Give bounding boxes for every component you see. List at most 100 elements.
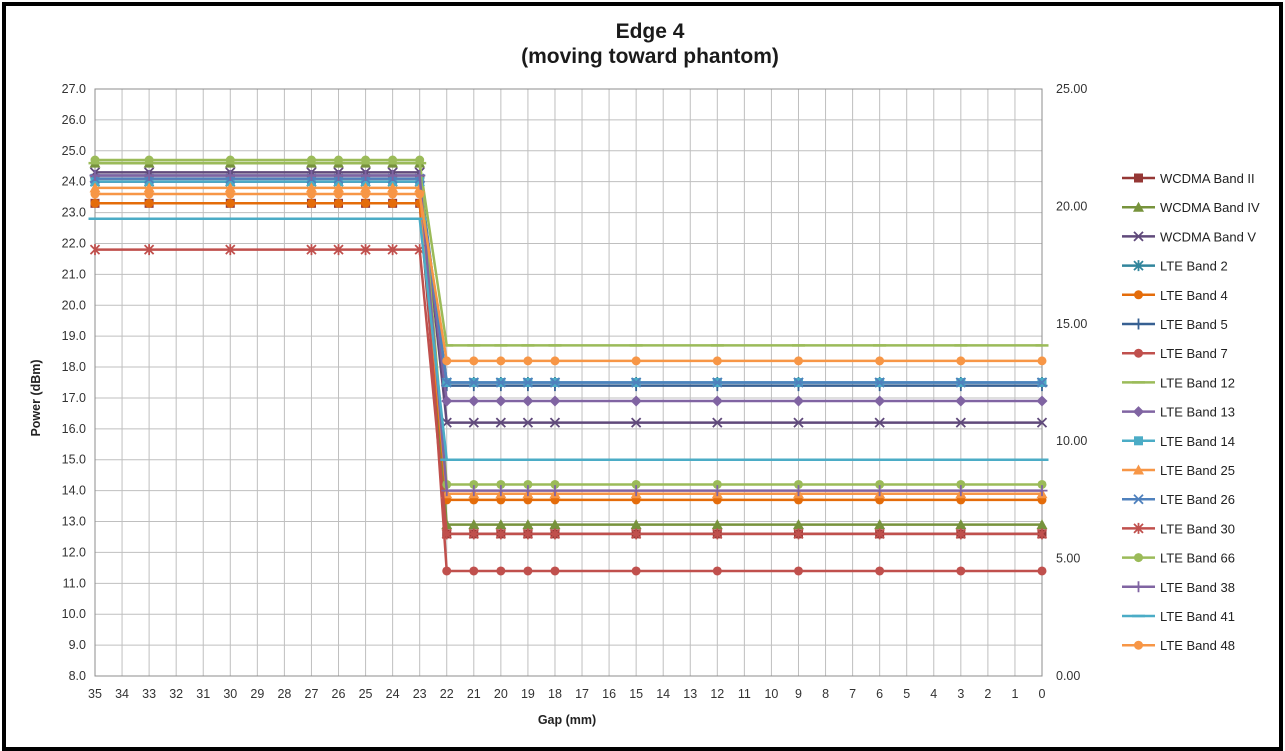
y-tick-label: 11.0 bbox=[63, 576, 86, 590]
data-point bbox=[388, 177, 398, 187]
data-point bbox=[89, 182, 101, 193]
legend-label: WCDMA Band II bbox=[1160, 171, 1255, 186]
data-point bbox=[441, 377, 452, 388]
legend-item: LTE Band 2 bbox=[1122, 259, 1228, 274]
legend-marker bbox=[1134, 640, 1143, 650]
y2-axis-ticks: 0.00 5.00 10.00 15.00 20.00 25.00 bbox=[1056, 82, 1087, 683]
x-tick-label: 20 bbox=[494, 687, 508, 701]
data-point bbox=[712, 566, 722, 576]
data-point bbox=[306, 155, 316, 165]
data-point bbox=[549, 377, 561, 388]
data-point bbox=[361, 177, 371, 187]
legend-item: LTE Band 41 bbox=[1122, 609, 1235, 624]
data-point bbox=[442, 356, 452, 366]
y2-tick-label: 25.00 bbox=[1056, 82, 1087, 96]
legend-item: LTE Band 30 bbox=[1122, 521, 1235, 536]
y2-tick-label: 15.00 bbox=[1056, 317, 1087, 331]
data-point bbox=[631, 479, 641, 489]
data-point bbox=[1036, 395, 1048, 407]
data-point bbox=[334, 177, 344, 187]
data-point bbox=[388, 198, 398, 208]
data-point bbox=[306, 198, 316, 208]
legend-label: LTE Band 25 bbox=[1160, 463, 1235, 478]
x-tick-label: 5 bbox=[903, 687, 910, 701]
data-point bbox=[631, 417, 642, 428]
data-point bbox=[793, 417, 804, 428]
x-tick-label: 33 bbox=[142, 687, 156, 701]
x-tick-label: 31 bbox=[196, 687, 210, 701]
data-point bbox=[143, 170, 155, 182]
y-tick-label: 9.0 bbox=[69, 638, 86, 652]
legend-marker bbox=[1134, 553, 1143, 563]
series-line bbox=[95, 180, 1042, 403]
data-point bbox=[361, 198, 371, 208]
legend-label: WCDMA Band V bbox=[1160, 229, 1256, 244]
data-point bbox=[712, 356, 722, 366]
data-point bbox=[1036, 377, 1048, 388]
data-point bbox=[550, 479, 560, 489]
data-point bbox=[875, 566, 885, 576]
data-point bbox=[469, 566, 479, 576]
y-tick-label: 10.0 bbox=[62, 607, 86, 621]
y-axis-title: Power (dBm) bbox=[29, 359, 43, 436]
legend-item: LTE Band 48 bbox=[1122, 638, 1235, 653]
data-point bbox=[630, 519, 642, 530]
legend-item: LTE Band 5 bbox=[1122, 317, 1228, 332]
y-tick-label: 27.0 bbox=[62, 82, 86, 96]
series-lte-band-30 bbox=[89, 244, 1048, 540]
y-tick-label: 14.0 bbox=[62, 484, 86, 498]
legend-marker bbox=[1133, 522, 1144, 534]
data-point bbox=[523, 566, 533, 576]
series-lte-band-7 bbox=[90, 174, 1047, 576]
data-point bbox=[955, 528, 966, 540]
y2-tick-label: 0.00 bbox=[1056, 669, 1080, 683]
legend-label: LTE Band 30 bbox=[1160, 521, 1235, 536]
data-point bbox=[333, 182, 345, 193]
data-point bbox=[441, 528, 452, 540]
data-point bbox=[333, 244, 344, 256]
series-wcdma-band-iv bbox=[89, 157, 1048, 530]
data-point bbox=[1037, 356, 1047, 366]
legend-label: LTE Band 2 bbox=[1160, 259, 1228, 274]
data-point bbox=[549, 485, 561, 497]
data-point bbox=[89, 170, 101, 182]
legend-label: LTE Band 38 bbox=[1160, 580, 1235, 595]
data-point bbox=[414, 170, 426, 182]
series-lte-band-66 bbox=[90, 155, 1047, 489]
data-point bbox=[549, 395, 561, 407]
data-point bbox=[90, 177, 100, 187]
legend-marker bbox=[1133, 464, 1144, 475]
data-point bbox=[874, 485, 886, 497]
data-point bbox=[360, 244, 371, 256]
data-point bbox=[792, 519, 804, 530]
data-point bbox=[874, 395, 886, 407]
data-point bbox=[1037, 566, 1047, 576]
x-tick-label: 24 bbox=[386, 687, 400, 701]
x-tick-label: 29 bbox=[250, 687, 264, 701]
data-point bbox=[305, 170, 317, 182]
data-point bbox=[306, 244, 317, 256]
data-point bbox=[522, 519, 534, 530]
legend-label: LTE Band 12 bbox=[1160, 375, 1235, 390]
data-point bbox=[143, 244, 155, 256]
data-point bbox=[875, 479, 885, 489]
data-point bbox=[955, 377, 966, 388]
data-point bbox=[468, 519, 480, 530]
series-lte-band-25 bbox=[89, 182, 1048, 499]
legend-item: WCDMA Band IV bbox=[1122, 200, 1260, 215]
data-point bbox=[144, 189, 154, 199]
y-tick-label: 25.0 bbox=[62, 144, 86, 158]
x-tick-label: 16 bbox=[602, 687, 616, 701]
data-point bbox=[225, 155, 235, 165]
x-tick-label: 32 bbox=[169, 687, 183, 701]
data-point bbox=[549, 417, 561, 428]
data-point bbox=[361, 155, 371, 165]
data-point bbox=[495, 528, 506, 540]
series-line bbox=[95, 177, 1042, 384]
x-tick-label: 27 bbox=[305, 687, 319, 701]
legend-label: LTE Band 26 bbox=[1160, 492, 1235, 507]
data-point bbox=[712, 417, 723, 428]
data-point bbox=[793, 377, 804, 388]
